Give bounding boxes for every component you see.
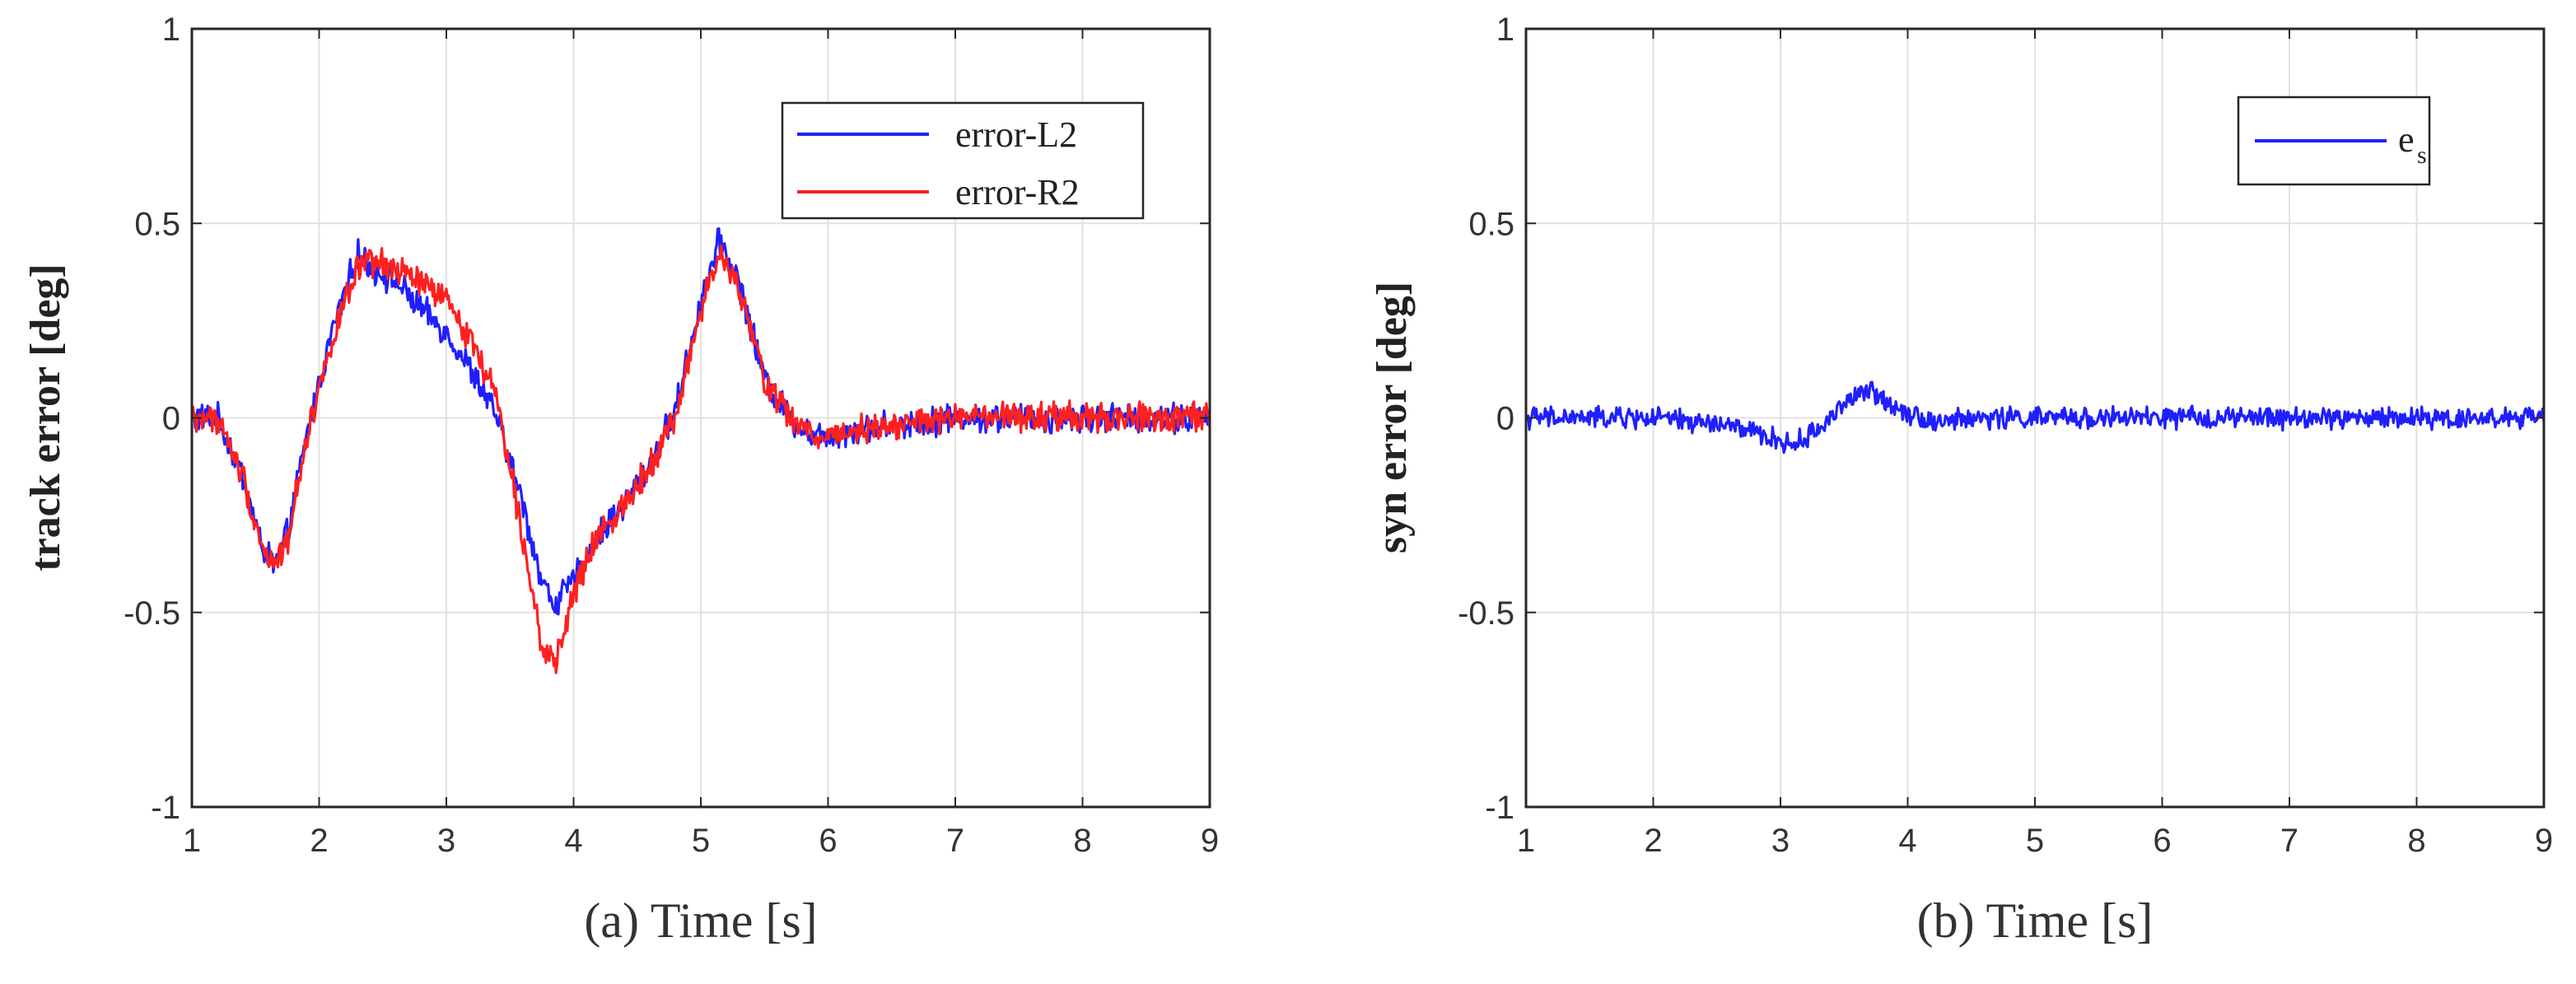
panel-b-x-tick-label: 7 [2280,823,2298,859]
panel-a-x-tick-label: 5 [692,823,710,859]
panel-b-x-tick-label: 2 [1644,823,1662,859]
panel-a-y-axis-label: track error [deg] [22,263,69,571]
series-line-e-s [1524,380,2546,455]
panel-a-x-tick-label: 2 [310,823,328,859]
panel-a-x-tick-label: 8 [1073,823,1091,859]
panel-b-y-tick-label: 0.5 [1468,206,1514,242]
panel-a-y-tick-label: 0 [162,401,180,437]
panel-a-y-tick-label: -0.5 [124,595,180,632]
panel-a-series [190,227,1211,674]
panel-a-ticks: 1 2 3 4 5 6 7 8 9 -1 -0.5 0 0.5 1 [124,12,1219,859]
panel-a-x-tick-label: 3 [437,823,455,859]
legend-label-error-R2: error-R2 [955,172,1080,212]
panel-b-ticks: 1 2 3 4 5 6 7 8 9 -1 -0.5 0 0.5 1 [1458,12,2553,859]
panel-a-y-tick-label: 1 [162,12,180,48]
panel-b-legend: e s [2237,96,2431,186]
panel-a-x-axis-label: (a) Time [s] [584,893,817,948]
panel-b-x-tick-label: 6 [2153,823,2171,859]
panel-b-y-tick-label: 0 [1496,401,1514,437]
panel-b-series [1524,380,2546,455]
panel-b-x-tick-label: 4 [1898,823,1916,859]
panel-a-legend: error-L2 error-R2 [781,101,1145,220]
panel-a-x-tick-label: 7 [946,823,964,859]
panel-b-y-tick-label: -0.5 [1458,595,1514,632]
panel-b: 1 2 3 4 5 6 7 8 9 -1 -0.5 0 0.5 1 (b) Time [s] syn er… [1369,12,2553,948]
panel-b-x-tick-label: 1 [1517,823,1535,859]
panel-a-x-tick-label: 1 [183,823,201,859]
panel-a-x-tick-label: 9 [1201,823,1219,859]
panel-b-x-tick-label: 9 [2535,823,2553,859]
panel-b-y-axis-label: syn error [deg] [1369,282,1416,553]
panel-b-y-tick-label: 1 [1496,12,1514,48]
panel-b-x-axis-label: (b) Time [s] [1917,893,2154,948]
panel-a-y-tick-label: 0.5 [134,206,180,242]
legend-label-error-L2: error-L2 [955,114,1077,155]
panel-a-x-tick-label: 4 [564,823,582,859]
panel-a: 1 2 3 4 5 6 7 8 9 -1 -0.5 0 0.5 1 (a) Time [s] track … [22,12,1219,948]
panel-b-y-tick-label: -1 [1485,790,1514,826]
panel-b-x-tick-label: 8 [2407,823,2425,859]
series-line-error-R2 [190,244,1211,674]
panel-a-legend-box [781,101,1145,220]
legend-label-e-s-subscript: s [2417,142,2427,169]
panel-a-x-tick-label: 6 [819,823,837,859]
panel-b-x-tick-label: 5 [2026,823,2044,859]
panel-b-x-tick-label: 3 [1771,823,1790,859]
legend-label-e-s: e [2398,119,2415,160]
panel-a-y-tick-label: -1 [151,790,180,826]
